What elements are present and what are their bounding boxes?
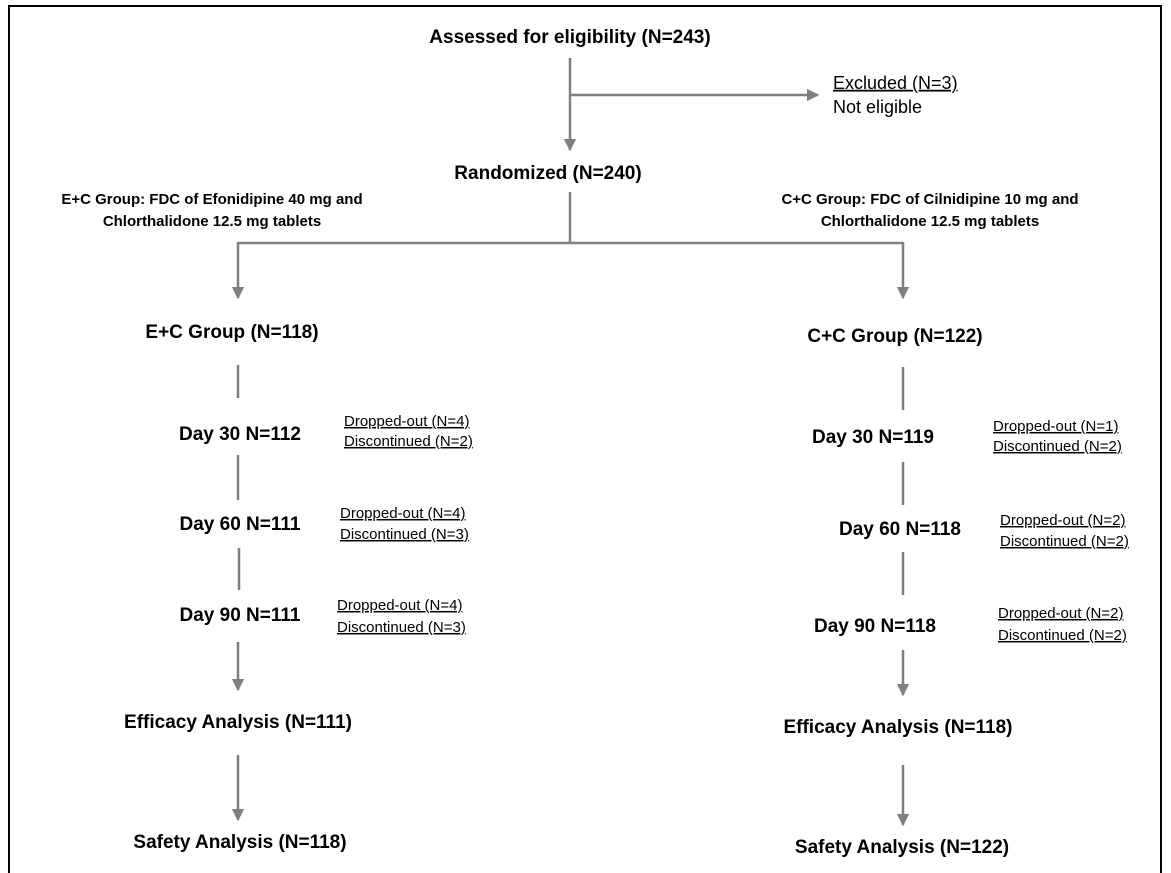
dropped: Dropped-out (N=1) [993,418,1118,435]
visit: Day 30 N=119 [812,427,934,448]
dropped: Dropped-out (N=2) [1000,512,1125,529]
excluded-title: Excluded (N=3) [833,73,958,93]
discontinued: Discontinued (N=2) [344,433,473,450]
visit: Day 90 N=111 [180,605,301,626]
node-safety: Safety Analysis (N=118) [133,832,346,853]
dropped: Dropped-out (N=4) [337,597,462,614]
visit: Day 30 N=112 [179,424,301,445]
visit: Day 60 N=111 [180,514,301,535]
discontinued: Discontinued (N=2) [1000,533,1129,550]
node-randomized: Randomized (N=240) [454,163,641,184]
arm-description: Chlorthalidone 12.5 mg tablets [821,213,1039,230]
node-group: C+C Group (N=122) [807,326,982,347]
excluded-reason: Not eligible [833,97,922,117]
dropped: Dropped-out (N=4) [340,505,465,522]
dropped: Dropped-out (N=4) [344,413,469,430]
discontinued: Discontinued (N=3) [340,526,469,543]
frame [8,5,1162,873]
discontinued: Discontinued (N=3) [337,619,466,636]
visit: Day 60 N=118 [839,519,961,540]
node-efficacy: Efficacy Analysis (N=118) [783,717,1012,738]
dropped: Dropped-out (N=2) [998,605,1123,622]
arm-description: E+C Group: FDC of Efonidipine 40 mg and [61,191,362,208]
node-top: Assessed for eligibility (N=243) [429,27,710,48]
node-efficacy: Efficacy Analysis (N=111) [124,712,352,733]
discontinued: Discontinued (N=2) [993,438,1122,455]
arm-description: Chlorthalidone 12.5 mg tablets [103,213,321,230]
node-group: E+C Group (N=118) [145,322,318,343]
arm-description: C+C Group: FDC of Cilnidipine 10 mg and [781,191,1078,208]
visit: Day 90 N=118 [814,616,936,637]
discontinued: Discontinued (N=2) [998,627,1127,644]
node-safety: Safety Analysis (N=122) [795,837,1009,858]
